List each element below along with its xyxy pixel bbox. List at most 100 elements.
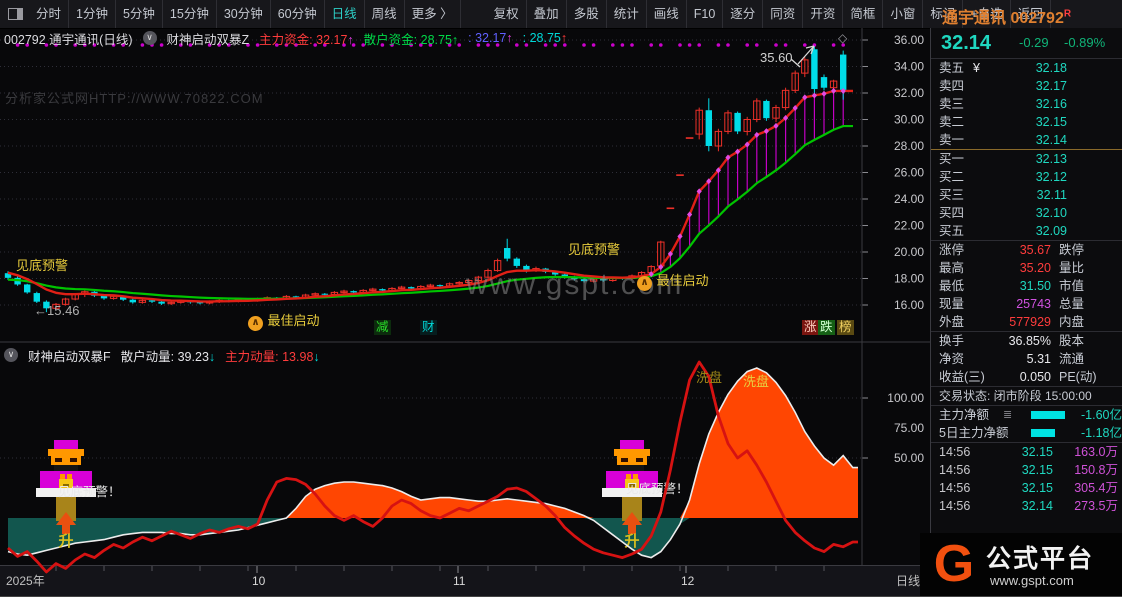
toolbar-item-日线[interactable]: 日线 [325,0,365,28]
badge-jian[interactable]: 减 [374,320,391,335]
svg-text:11: 11 [453,574,466,588]
ask-row[interactable]: 卖三 32.16 [939,97,1067,111]
bid-row[interactable]: 买三 32.11 [939,188,1067,202]
svg-text:24.00: 24.00 [894,192,924,206]
net-flow-row: 主力净额 ≣ -1.60亿 [939,408,1122,422]
bid-row[interactable]: 买五 32.09 [939,224,1067,238]
label-rise: 升 [58,533,73,550]
label-best-launch-1: ∧ 最佳启动 [248,310,319,331]
svg-text:2025年: 2025年 [6,574,45,588]
chart-header-row: 002792 通宇通讯(日线) ∨ 财神启动双暴Z 主力资金: 32.17↑ 散… [4,30,568,47]
stat-row: 收益(三) 0.050 PE(动) [939,370,1097,384]
chevron-down-icon[interactable]: ∨ [4,348,18,362]
bid-row[interactable]: 买一 32.13 [939,152,1067,166]
label-bottom-warning-1: 见底预警 [16,258,69,273]
label-best-launch-2: ∧ 最佳启动 [637,270,708,291]
svg-text:16.00: 16.00 [894,298,924,312]
toolbar-item-+自选[interactable]: +自选 [963,0,1011,28]
svg-text:20.00: 20.00 [894,245,924,259]
quote-panel: 32.14 -0.29 -0.89% 卖五 ¥32.18 卖四 32.17 卖三 32.16 卖二… [930,28,1122,596]
chevron-down-icon[interactable]: ∨ [142,31,157,45]
bid-row[interactable]: 买二 32.12 [939,170,1067,184]
toolbar-item-逐分[interactable]: 逐分 [723,0,764,28]
price-change-pct: -0.89% [1064,35,1106,50]
tick-row: 14:56 32.15 305.4万 [939,481,1118,495]
toolbar-item-5分钟[interactable]: 5分钟 [116,0,163,28]
chart-canvas[interactable]: 36.00 34.00 32.00 30.00 28.00 26.00 24.00 22.00… [0,28,930,596]
toolbar-item-开资[interactable]: 开资 [803,0,844,28]
ask-row[interactable]: 卖一 32.14 [939,133,1067,147]
toolbar-item-更多 〉[interactable]: 更多 〉 [405,0,461,28]
svg-text:75.00: 75.00 [894,421,924,435]
toolbar-item-简框[interactable]: 简框 [843,0,884,28]
window-icon[interactable] [8,8,23,20]
extra-retail: : 28.75↑ [522,31,568,45]
label-bottom-warning-2: 见底预警 [568,242,621,257]
price-change: -0.29 [1019,35,1049,50]
diamond-icon[interactable]: ◇ [838,31,848,45]
indicator-name[interactable]: 财神启动双暴Z [166,32,250,47]
svg-text:28.00: 28.00 [894,139,924,153]
toolbar-item-叠加[interactable]: 叠加 [527,0,567,28]
toolbar-item-统计[interactable]: 统计 [607,0,647,28]
svg-text:50.00: 50.00 [894,451,924,465]
divider [931,240,1122,241]
panel2-header: ∨ 财神启动双暴F 散户动量: 39.23↓ 主力动量: 13.98↓ [4,347,320,364]
toolbar-item-多股[interactable]: 多股 [567,0,607,28]
label-bottom-warn-fig1: 见底预警！ [58,484,121,499]
panel2-indicator-name[interactable]: 财神启动双暴F [28,349,111,364]
badge-die[interactable]: 跌 [818,320,835,335]
divider [931,58,1122,59]
peak-arrow-icon [790,45,815,68]
caishen-figure-icon: 升 [602,440,662,550]
trade-status-row: 交易状态: 闭市阶段 15:00:00 [939,389,1092,403]
toolbar-item-小窗[interactable]: 小窗 [883,0,924,28]
list-icon: ≣ [1003,409,1013,421]
label-wash-1: 洗盘 [696,370,723,385]
main-chart[interactable]: 36.00 34.00 32.00 30.00 28.00 26.00 24.00 22.00… [0,28,930,596]
ask-row[interactable]: 卖四 32.17 [939,79,1067,93]
svg-text:100.00: 100.00 [887,391,924,405]
badge-bang[interactable]: 榜 [837,320,854,335]
caishen-figure-icon: 升 [36,440,96,550]
bid-row[interactable]: 买四 32.10 [939,206,1067,220]
toolbar-item-分时[interactable]: 分时 [29,0,70,28]
toolbar: 分时 1分钟 5分钟 15分钟 30分钟 60分钟 日线 周线 更多 〉复权 叠加 多股 统计 画线 F1… [0,0,1122,29]
stat-row: 净资 5.31 流通 [939,352,1085,366]
label-peak-price: 35.60 [760,50,793,65]
divider [931,405,1122,406]
label-wash-2: 洗盘 [743,374,770,389]
svg-text:36.00: 36.00 [894,33,924,47]
toolbar-item-60分钟[interactable]: 60分钟 [271,0,325,28]
stat-row: 现量 25743 总量 [939,297,1085,311]
launch-arrow-icon: ∧ [248,316,263,331]
last-price: 32.14 [941,32,992,54]
divider [931,331,1122,332]
ask-row[interactable]: 卖二 32.15 [939,115,1067,129]
badge-zhang[interactable]: 涨 [802,320,819,335]
toolbar-item-1分钟[interactable]: 1分钟 [69,0,116,28]
watermark-topleft: 分析家公式网HTTP://WWW.70822.COM [5,91,264,106]
stat-row: 外盘 577929 内盘 [939,315,1085,329]
toolbar-item-F10[interactable]: F10 [687,0,724,28]
toolbar-item-返回[interactable]: 返回 [1011,0,1051,28]
toolbar-item-同资[interactable]: 同资 [763,0,804,28]
toolbar-item-周线[interactable]: 周线 [365,0,405,28]
toolbar-item-画线[interactable]: 画线 [647,0,687,28]
main-fund: 主力资金: 32.17↑ [259,32,354,47]
toolbar-item-标记[interactable]: 标记 [923,0,964,28]
toolbar-item-30分钟[interactable]: 30分钟 [217,0,271,28]
toolbar-item-复权[interactable]: 复权 [487,0,527,28]
toolbar-item-15分钟[interactable]: 15分钟 [163,0,217,28]
badge-cai[interactable]: 财 [420,320,437,335]
divider [931,442,1122,443]
svg-text:18.00: 18.00 [894,272,924,286]
r-flag: R [1063,8,1072,20]
watermark-brand: 公式平台 [986,545,1095,573]
label-bottom-warn-fig2: 见底预警！ [626,481,689,496]
tick-row: 14:56 32.15 150.8万 [939,463,1118,477]
retail-fund: 散户资金: 28.75↑ [363,32,459,47]
svg-text:30.00: 30.00 [894,113,924,127]
ask-row[interactable]: 卖五 ¥32.18 [939,61,1067,75]
